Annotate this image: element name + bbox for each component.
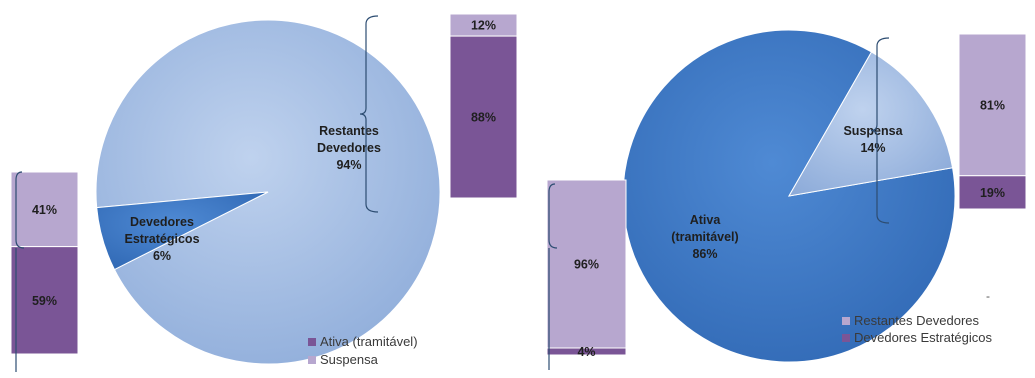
pie1-label-estrategicos-line-1: Estratégicos bbox=[124, 232, 199, 246]
stray-mark: - bbox=[986, 289, 990, 303]
bar-suspensa-label-estrategicos: 19% bbox=[980, 186, 1005, 200]
bar-restantes-segment-ativa bbox=[449, 35, 518, 199]
pie1-label-estrategicos: Devedores Estratégicos 6% bbox=[124, 215, 199, 263]
pie2-label-ativa-line-0: Ativa bbox=[690, 213, 722, 227]
legend-right-swatch-1 bbox=[842, 334, 850, 342]
bar-restantes-label-ativa: 88% bbox=[471, 111, 496, 125]
bar-estrategicos-segment-ativa bbox=[10, 246, 79, 355]
legend-left-swatch-0 bbox=[308, 338, 316, 346]
pie1-label-estrategicos-line-2: 6% bbox=[153, 249, 171, 263]
bar-suspensa-label-restantes: 81% bbox=[980, 98, 1005, 112]
legend-right-swatch-0 bbox=[842, 317, 850, 325]
bar-estrategicos-label-suspensa: 41% bbox=[32, 203, 57, 217]
bar-suspensa-segment-restantes bbox=[958, 33, 1027, 177]
pie-chart-status: Ativa (tramitável) 86%Suspensa 14% bbox=[622, 29, 956, 363]
bar-estrategicos-label-ativa: 59% bbox=[32, 294, 57, 308]
bar-restantes-label-suspensa: 12% bbox=[471, 19, 496, 33]
pie2-label-ativa-line-2: 86% bbox=[692, 247, 717, 261]
legend-left-swatch-1 bbox=[308, 356, 316, 364]
pie1-label-estrategicos-line-0: Devedores bbox=[130, 215, 194, 229]
pie1-label-restantes-line-2: 94% bbox=[336, 158, 361, 172]
bar-ativa-label-restantes: 96% bbox=[574, 258, 599, 272]
bar-estrategicos-segment-suspensa bbox=[10, 171, 79, 248]
bar-ativa-segment-restantes bbox=[546, 179, 627, 349]
legend-right: Restantes Devedores Devedores Estratégic… bbox=[842, 313, 993, 345]
bracket-pie1-restantes bbox=[359, 15, 379, 213]
pie2-label-suspensa-line-1: 14% bbox=[860, 141, 885, 155]
legend-right-label-0: Restantes Devedores bbox=[854, 313, 980, 328]
bracket-pie2-suspensa bbox=[870, 37, 890, 224]
legend-right-label-1: Devedores Estratégicos bbox=[854, 330, 993, 345]
bracket-bar-estrategicos bbox=[15, 171, 25, 372]
bar-suspensa-segment-estrategicos bbox=[958, 175, 1027, 210]
pie2-label-ativa: Ativa (tramitável) 86% bbox=[671, 213, 738, 261]
pie2-slice-suspensa bbox=[788, 51, 954, 197]
legend-left-label-0: Ativa (tramitável) bbox=[320, 334, 418, 349]
legend-left-label-1: Suspensa bbox=[320, 352, 379, 367]
bar-ativa-label-estrategicos: 4% bbox=[577, 345, 595, 359]
stacked-bar-group-right: 81% 19% 96% 4% bbox=[546, 33, 1027, 359]
pie2-label-ativa-line-1: (tramitável) bbox=[671, 230, 738, 244]
pie-chart-debtors: Restantes Devedores 94% Devedores Estratégic… bbox=[95, 19, 441, 365]
bar-ativa-segment-estrategicos bbox=[546, 347, 627, 356]
legend-left: Ativa (tramitável) Suspensa bbox=[308, 334, 418, 367]
brackets-group bbox=[15, 15, 890, 372]
bracket-bar-ativa bbox=[548, 183, 558, 370]
pie1-label-restantes: Restantes Devedores 94% bbox=[317, 124, 381, 172]
pie1-label-restantes-line-1: Devedores bbox=[317, 141, 381, 155]
pie1-slice-devedores-estrategicos bbox=[96, 191, 269, 271]
pie1-label-restantes-line-0: Restantes bbox=[319, 124, 379, 138]
stacked-bar-group-left: 12% 88% 41% 59% bbox=[10, 13, 518, 355]
